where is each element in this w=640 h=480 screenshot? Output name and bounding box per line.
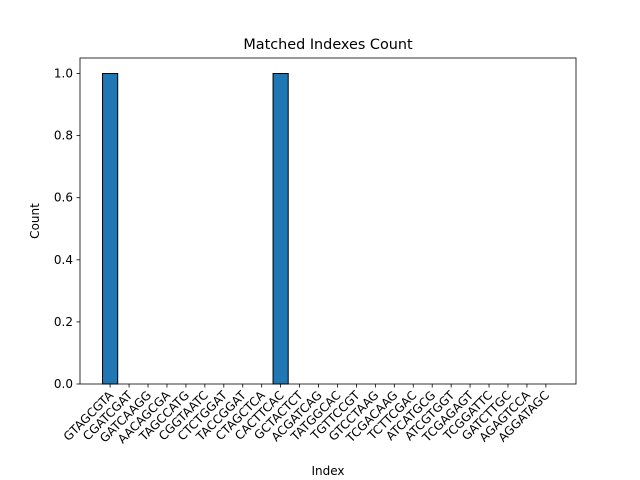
y-tick-label: 0.0: [54, 377, 73, 391]
y-axis-label: Count: [28, 203, 42, 239]
x-axis: GTAGCGTACGATCGATGATCAAGGAACAGCGATAGCCATG…: [61, 384, 552, 446]
plot-area: [102, 73, 289, 385]
chart-title: Matched Indexes Count: [243, 37, 413, 53]
y-tick-label: 0.2: [54, 315, 73, 329]
y-tick-label: 0.6: [54, 191, 73, 205]
y-tick-label: 0.8: [54, 129, 73, 143]
y-tick-label: 1.0: [54, 67, 73, 81]
bar-cacttcac: [272, 73, 289, 385]
bar-gtagcgta: [102, 73, 119, 385]
plot-frame: [79, 57, 577, 385]
x-axis-label: Index: [311, 464, 344, 478]
y-tick-label: 0.4: [54, 253, 73, 267]
y-axis: 0.0 0.2 0.4 0.6 0.8 1.0: [54, 67, 80, 391]
